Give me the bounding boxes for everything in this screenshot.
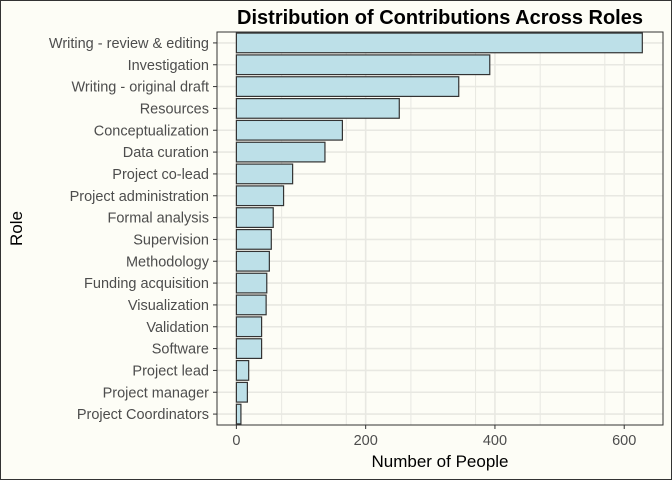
y-tick-label: Conceptualization	[94, 123, 209, 139]
x-tick-labels: 0 200 400 600	[232, 425, 636, 449]
bar	[235, 338, 263, 360]
y-tick-label: Writing - original draft	[71, 80, 209, 96]
y-tick-label: Methodology	[126, 254, 210, 270]
bar	[235, 359, 250, 381]
y-tick-label: Resources	[140, 101, 209, 117]
y-tick-label: Visualization	[128, 298, 209, 314]
x-tick-label: 600	[612, 433, 636, 449]
bar	[235, 294, 267, 316]
bar	[235, 54, 491, 76]
bar	[235, 163, 294, 185]
bar	[235, 119, 343, 141]
y-tick-label: Project Coordinators	[77, 407, 209, 423]
bar	[235, 185, 285, 207]
bar	[235, 228, 272, 250]
x-axis-label: Number of People	[371, 452, 508, 471]
x-tick-label: 0	[232, 433, 240, 449]
y-tick-label: Project lead	[132, 363, 209, 379]
x-tick-label: 400	[483, 433, 507, 449]
bar	[235, 381, 248, 403]
y-tick-label: Writing - review & editing	[49, 36, 209, 52]
bar	[235, 250, 270, 272]
bar	[235, 403, 242, 425]
bar	[235, 207, 274, 229]
y-tick-label: Supervision	[133, 232, 209, 248]
y-tick-label: Software	[152, 342, 209, 358]
bar	[235, 272, 268, 294]
bar	[235, 76, 460, 98]
bar	[235, 32, 643, 54]
bar	[235, 316, 263, 338]
y-axis-label: Role	[7, 211, 26, 246]
y-tick-label: Data curation	[123, 145, 209, 161]
y-tick-label: Formal analysis	[107, 211, 209, 227]
y-tick-label: Project manager	[103, 385, 210, 401]
y-tick-label: Validation	[146, 320, 209, 336]
plot-panel-border	[216, 31, 664, 426]
y-tick-label: Funding acquisition	[84, 276, 209, 292]
bar-layer	[235, 32, 643, 425]
bar	[235, 141, 326, 163]
y-tick-label: Investigation	[128, 58, 209, 74]
y-tick-label: Project co-lead	[112, 167, 209, 183]
bar	[235, 97, 400, 119]
y-tick-labels: Writing - review & editing Investigation W…	[49, 36, 217, 423]
x-tick-label: 200	[354, 433, 378, 449]
chart-title: Distribution of Contributions Across Rol…	[237, 7, 643, 29]
y-tick-label: Project administration	[70, 189, 209, 205]
